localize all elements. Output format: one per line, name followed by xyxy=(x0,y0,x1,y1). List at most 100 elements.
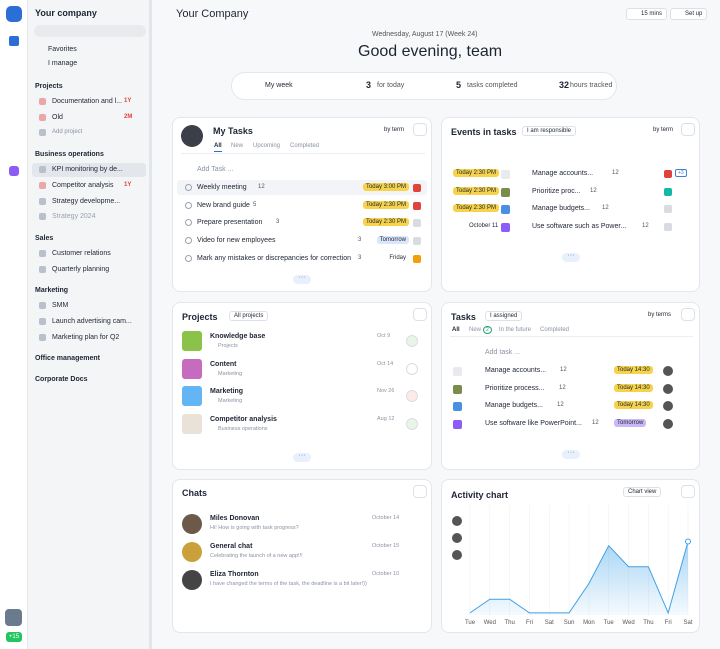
task-name[interactable]: Prepare presentation xyxy=(197,219,263,227)
logo[interactable] xyxy=(6,6,22,22)
item-icon xyxy=(39,318,46,325)
more[interactable] xyxy=(413,485,427,498)
card-title[interactable]: Projects xyxy=(182,312,218,322)
chat-name[interactable]: Miles Donovan xyxy=(210,515,260,522)
section-title[interactable]: Office management xyxy=(35,355,100,363)
more[interactable] xyxy=(413,123,427,136)
add-task[interactable]: Add task ... xyxy=(485,349,521,356)
nav-icon[interactable] xyxy=(9,36,19,46)
project-name[interactable]: Knowledge base xyxy=(210,333,266,340)
more[interactable] xyxy=(681,123,695,136)
status[interactable] xyxy=(185,184,192,191)
card-title[interactable]: Tasks xyxy=(451,312,476,322)
project-name[interactable]: Marketing xyxy=(210,388,244,395)
sidebar-item[interactable]: KPI monitoring by de... xyxy=(52,166,123,174)
sort[interactable]: by terms xyxy=(648,312,672,318)
stat-number: 32 xyxy=(559,80,570,90)
chart-title[interactable]: Activity chart xyxy=(451,490,509,500)
status[interactable] xyxy=(185,237,192,245)
favorites[interactable]: Favorites xyxy=(48,46,77,53)
sort[interactable]: by term xyxy=(384,127,405,133)
task-name[interactable]: Weekly meeting xyxy=(197,184,247,191)
event-name[interactable]: Manage accounts... xyxy=(532,170,594,177)
section-title[interactable]: Business operations xyxy=(35,151,104,159)
sidebar-item[interactable]: Strategy developme... xyxy=(52,197,121,205)
more-button[interactable]: ··· xyxy=(293,452,311,462)
item-icon xyxy=(39,213,46,221)
event-name[interactable]: Use software such as Power... xyxy=(532,223,627,231)
card-title[interactable]: Chats xyxy=(182,488,208,498)
nav-icon[interactable] xyxy=(9,166,19,176)
chat-name[interactable]: Eliza Thornton xyxy=(210,571,259,578)
events-card: Events in tasks I am responsible by term To… xyxy=(441,117,700,292)
tab[interactable]: Completed xyxy=(540,327,570,333)
subtask-count: 12 xyxy=(612,170,619,176)
point xyxy=(685,538,691,545)
section-title[interactable]: Projects xyxy=(35,83,63,90)
project-name[interactable]: Content xyxy=(210,360,237,368)
sidebar-item[interactable]: Quarterly planning xyxy=(52,265,110,273)
subtask-count: 5 xyxy=(253,201,257,208)
period-select[interactable]: My week xyxy=(265,82,293,89)
filter[interactable]: I am responsible xyxy=(522,126,577,136)
event-name[interactable]: Prioritize proc... xyxy=(532,187,581,195)
timer[interactable]: 15 mins xyxy=(626,8,668,20)
task-name[interactable]: Video for new employees xyxy=(197,237,276,245)
x-tick-label: Fri xyxy=(526,620,533,626)
i-manage[interactable]: I manage xyxy=(48,60,78,67)
task-name[interactable]: New brand guide xyxy=(197,201,250,209)
sidebar-item[interactable]: Strategy 2024 xyxy=(52,213,96,221)
card-title[interactable]: My Tasks xyxy=(213,126,253,136)
task-name[interactable]: Prioritize process... xyxy=(485,384,545,392)
section-title[interactable]: Corporate Docs xyxy=(35,376,88,384)
user-avatar[interactable] xyxy=(5,609,22,626)
tab[interactable]: All xyxy=(452,327,460,333)
x-tick-label: Wed xyxy=(622,620,634,626)
sidebar-item[interactable]: Competitor analysis xyxy=(52,181,114,189)
tab[interactable]: All xyxy=(214,143,222,152)
sidebar-item[interactable]: Marketing plan for Q2 xyxy=(52,333,120,341)
more[interactable] xyxy=(681,308,695,321)
project-name[interactable]: Competitor analysis xyxy=(210,415,277,423)
x-tick-label: Tue xyxy=(604,620,615,626)
sidebar-item[interactable]: Customer relations xyxy=(52,249,111,257)
sidebar-item[interactable]: Documentation and l... xyxy=(52,98,123,105)
page-title[interactable]: Your Company xyxy=(176,8,249,20)
sort[interactable]: by term xyxy=(653,127,674,133)
task-name[interactable]: Mark any mistakes or discrepancies for c… xyxy=(197,254,352,262)
task-name[interactable]: Manage accounts... xyxy=(485,367,547,374)
more-button[interactable]: ··· xyxy=(293,274,311,284)
filter[interactable]: All projects xyxy=(229,311,269,321)
more[interactable] xyxy=(413,308,427,321)
tab[interactable]: New xyxy=(469,327,482,333)
event-date: October 11 xyxy=(469,223,499,230)
task-name[interactable]: Use software like PowerPoint... xyxy=(485,420,582,428)
tab[interactable]: Upcoming xyxy=(253,143,281,149)
search[interactable] xyxy=(34,25,146,37)
more[interactable] xyxy=(681,485,695,498)
setup-button[interactable]: Set up xyxy=(670,8,708,20)
company-name[interactable]: Your company xyxy=(35,8,97,18)
status[interactable] xyxy=(185,201,192,209)
event-name[interactable]: Manage budgets... xyxy=(532,205,590,213)
sidebar-item[interactable]: Launch advertising cam... xyxy=(52,318,132,325)
activity-card: Activity chart Chart view Tue Wed Thu Fri Sat S… xyxy=(441,479,700,633)
sidebar-item[interactable]: Add project xyxy=(52,129,83,136)
section-title[interactable]: Marketing xyxy=(35,287,69,295)
chat-name[interactable]: General chat xyxy=(210,543,253,550)
filter[interactable]: I assigned xyxy=(485,311,523,321)
tab[interactable]: Completed xyxy=(290,143,320,149)
section-title[interactable]: Sales xyxy=(35,234,54,242)
chart-view[interactable]: Chart view xyxy=(623,487,662,497)
status[interactable] xyxy=(185,219,192,227)
add-task[interactable]: Add Task ... xyxy=(197,166,234,173)
sidebar-item[interactable]: Old xyxy=(52,113,63,121)
more-button[interactable]: ··· xyxy=(562,252,580,262)
more-button[interactable]: ··· xyxy=(562,449,580,459)
card-title[interactable]: Events in tasks xyxy=(451,127,517,137)
sidebar-item[interactable]: SMM xyxy=(52,302,69,310)
tab[interactable]: In the future xyxy=(499,327,532,333)
tab[interactable]: New xyxy=(231,143,244,149)
status[interactable] xyxy=(185,254,192,262)
task-name[interactable]: Manage budgets... xyxy=(485,402,543,410)
